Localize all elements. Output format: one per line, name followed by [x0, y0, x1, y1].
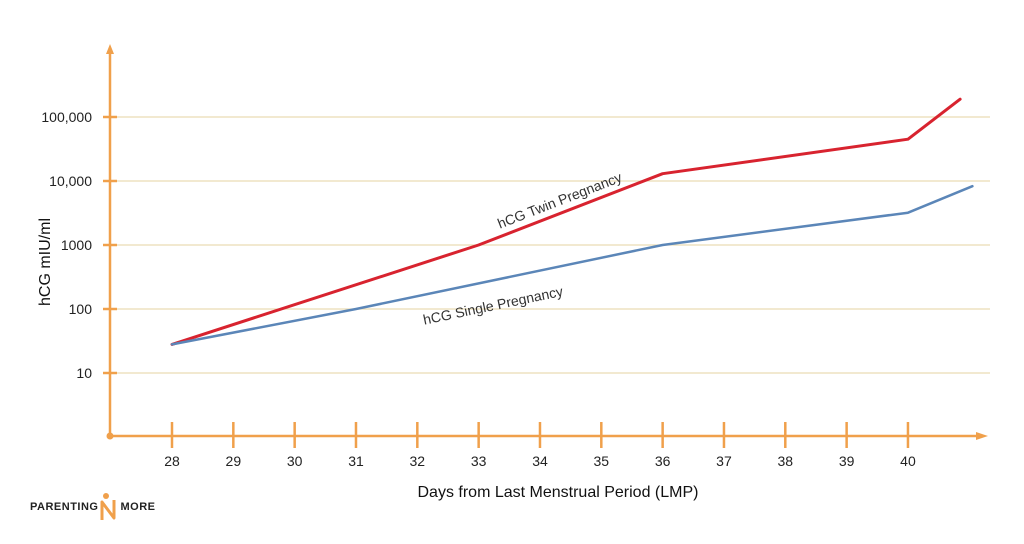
series-line-single: [170, 184, 974, 346]
x-tick-label: 38: [778, 453, 794, 469]
y-tick-label: 100: [69, 301, 93, 317]
x-tick-label: 35: [594, 453, 610, 469]
y-tick-label: 100,000: [41, 109, 92, 125]
x-tick-label: 36: [655, 453, 671, 469]
x-axis-arrow-icon: [976, 432, 988, 440]
series-lines: [170, 97, 974, 346]
y-tick-label: 10: [76, 365, 92, 381]
x-tick-label: 31: [348, 453, 364, 469]
axes: [106, 44, 988, 440]
x-tick-label: 39: [839, 453, 855, 469]
x-tick-label: 37: [716, 453, 732, 469]
x-tick-label: 32: [410, 453, 426, 469]
x-tick-label: 29: [226, 453, 242, 469]
x-tick-label: 34: [532, 453, 548, 469]
gridlines: [110, 116, 990, 374]
series-line-twin: [170, 97, 962, 346]
x-axis-ticks: 28 29 30 31 32 33 34 35 36 37 38 39 40: [164, 422, 916, 469]
parenting-n-more-logo: PARENTING MORE: [30, 492, 155, 522]
y-tick-label: 1000: [61, 237, 92, 253]
y-axis-ticks: 10 100 1000 10,000 100,000: [41, 109, 117, 381]
y-tick-label: 10,000: [49, 173, 92, 189]
logo-text-right: MORE: [120, 501, 156, 513]
logo-text-left: PARENTING: [30, 501, 99, 513]
x-tick-label: 30: [287, 453, 303, 469]
series-label-twin: hCG Twin Pregnancy: [495, 169, 624, 232]
x-axis-title: Days from Last Menstrual Period (LMP): [418, 484, 699, 501]
y-axis-title: hCG mIU/ml: [37, 218, 54, 306]
axis-origin-dot: [106, 432, 114, 440]
y-axis-arrow-icon: [106, 44, 114, 54]
x-tick-label: 40: [900, 453, 916, 469]
logo-n-figure-icon: [98, 492, 120, 522]
x-tick-label: 28: [164, 453, 180, 469]
x-tick-label: 33: [471, 453, 487, 469]
